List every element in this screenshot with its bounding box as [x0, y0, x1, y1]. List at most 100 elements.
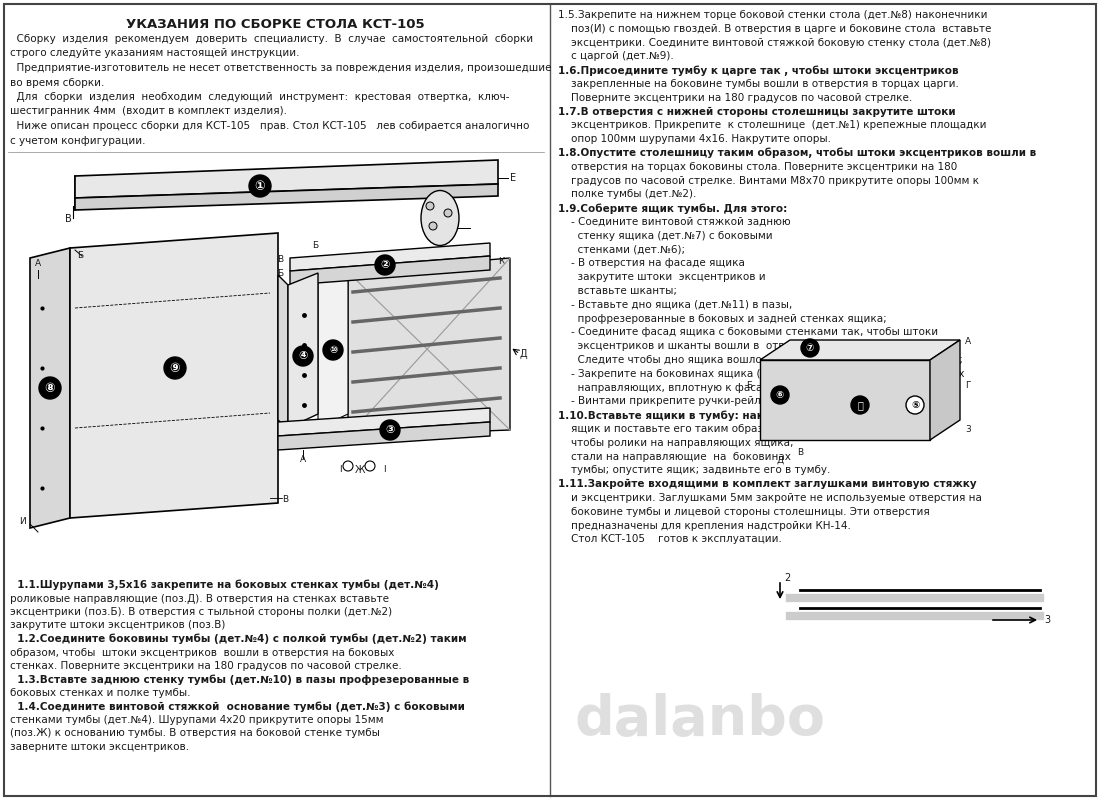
- Text: I: I: [339, 466, 341, 474]
- Text: Сборку  изделия  рекомендуем  доверить  специалисту.  В  случае  самостоятельной: Сборку изделия рекомендуем доверить спец…: [10, 34, 534, 44]
- Text: с царгой (дет.№9).: с царгой (дет.№9).: [558, 51, 673, 62]
- Ellipse shape: [421, 190, 459, 246]
- Text: ⑦: ⑦: [806, 343, 814, 353]
- Text: образом, чтобы  штоки эксцентриков  вошли в отверстия на боковых: образом, чтобы штоки эксцентриков вошли …: [10, 647, 395, 658]
- Text: заверните штоки эксцентриков.: заверните штоки эксцентриков.: [10, 742, 189, 752]
- Text: - Соедините винтовой стяжкой заднюю: - Соедините винтовой стяжкой заднюю: [558, 217, 791, 227]
- Text: ⑪: ⑪: [857, 400, 862, 410]
- Text: ④: ④: [298, 351, 308, 361]
- Text: 1.7.В отверстия с нижней стороны столешницы закрутите штоки: 1.7.В отверстия с нижней стороны столешн…: [558, 106, 956, 117]
- Polygon shape: [348, 258, 510, 436]
- Text: поз(И) с помощью гвоздей. В отверстия в царге и боковине стола  вставьте: поз(И) с помощью гвоздей. В отверстия в …: [558, 24, 991, 34]
- Text: профрезерованные в боковых и задней стенках ящика;: профрезерованные в боковых и задней стен…: [558, 314, 887, 324]
- Text: Д: Д: [520, 349, 528, 359]
- Text: предназначены для крепления надстройки КН-14.: предназначены для крепления надстройки К…: [558, 521, 851, 530]
- Text: градусов по часовой стрелке. Винтами М8х70 прикрутите опоры 100мм к: градусов по часовой стрелке. Винтами М8х…: [558, 176, 979, 186]
- Polygon shape: [278, 422, 490, 450]
- Text: К: К: [498, 258, 505, 266]
- Text: ①: ①: [255, 179, 265, 193]
- Text: 1.5.Закрепите на нижнем торце боковой стенки стола (дет.№8) наконечники: 1.5.Закрепите на нижнем торце боковой ст…: [558, 10, 988, 20]
- Text: - Вставьте дно ящика (дет.№11) в пазы,: - Вставьте дно ящика (дет.№11) в пазы,: [558, 300, 792, 310]
- Text: 3: 3: [1044, 615, 1050, 625]
- Text: полке тумбы (дет.№2).: полке тумбы (дет.№2).: [558, 190, 696, 199]
- Text: dalanbo: dalanbo: [574, 693, 825, 747]
- Polygon shape: [75, 184, 498, 210]
- Text: ③: ③: [385, 425, 395, 435]
- Text: направляющих, вплотную к фасаду, с помощью шурупов 3,5х16;: направляющих, вплотную к фасаду, с помощ…: [558, 382, 937, 393]
- Text: 1.4.Соедините винтовой стяжкой  основание тумбы (дет.№3) с боковыми: 1.4.Соедините винтовой стяжкой основание…: [10, 702, 465, 712]
- Text: Б: Б: [312, 242, 318, 250]
- Text: с учетом конфигурации.: с учетом конфигурации.: [10, 135, 145, 146]
- Text: эксцентрики. Соедините винтовой стяжкой боковую стенку стола (дет.№8): эксцентрики. Соедините винтовой стяжкой …: [558, 38, 991, 48]
- Text: роликовые направляющие (поз.Д). В отверстия на стенках вставьте: роликовые направляющие (поз.Д). В отверс…: [10, 594, 389, 603]
- Text: опор 100мм шурупами 4х16. Накрутите опоры.: опор 100мм шурупами 4х16. Накрутите опор…: [558, 134, 830, 144]
- Text: (поз.Ж) к основанию тумбы. В отверстия на боковой стенке тумбы: (поз.Ж) к основанию тумбы. В отверстия н…: [10, 729, 379, 738]
- Text: эксцентриков и шканты вошли в  отверстия на боковых стенках.: эксцентриков и шканты вошли в отверстия …: [558, 342, 939, 351]
- Circle shape: [365, 461, 375, 471]
- Polygon shape: [30, 248, 70, 528]
- Text: А: А: [35, 258, 41, 267]
- Text: 1.8.Опустите столешницу таким образом, чтобы штоки эксцентриков вошли в: 1.8.Опустите столешницу таким образом, ч…: [558, 148, 1036, 158]
- Text: Б: Б: [746, 381, 752, 390]
- Text: ⑤: ⑤: [911, 400, 920, 410]
- Text: закрепленные на боковине тумбы вошли в отверстия в торцах царги.: закрепленные на боковине тумбы вошли в о…: [558, 79, 959, 89]
- Text: закрутите штоки эксцентриков (поз.В): закрутите штоки эксцентриков (поз.В): [10, 621, 225, 630]
- Text: 1.11.Закройте входящими в комплект заглушками винтовую стяжку: 1.11.Закройте входящими в комплект заглу…: [558, 479, 977, 490]
- Text: боковине тумбы и лицевой стороны столешницы. Эти отверстия: боковине тумбы и лицевой стороны столешн…: [558, 507, 930, 517]
- Text: Б: Б: [277, 269, 283, 278]
- Circle shape: [164, 357, 186, 379]
- Text: В: В: [277, 254, 283, 263]
- Text: во время сборки.: во время сборки.: [10, 78, 104, 87]
- Polygon shape: [930, 340, 960, 440]
- Text: стенку ящика (дет.№7) с боковыми: стенку ящика (дет.№7) с боковыми: [558, 231, 772, 241]
- Text: УКАЗАНИЯ ПО СБОРКЕ СТОЛА КСТ-105: УКАЗАНИЯ ПО СБОРКЕ СТОЛА КСТ-105: [125, 18, 425, 31]
- Text: - Закрепите на боковинах ящика (дет.№ 6) ответные части  роликовых: - Закрепите на боковинах ящика (дет.№ 6)…: [558, 369, 965, 379]
- Text: 2: 2: [784, 573, 790, 583]
- Text: И: И: [19, 517, 25, 526]
- Circle shape: [426, 202, 434, 210]
- Text: и эксцентрики. Заглушками 5мм закройте не используемые отверстия на: и эксцентрики. Заглушками 5мм закройте н…: [558, 493, 982, 503]
- Circle shape: [429, 222, 437, 230]
- Polygon shape: [278, 408, 490, 436]
- Text: ⑨: ⑨: [169, 362, 180, 374]
- Text: эксцентрики (поз.Б). В отверстия с тыльной стороны полки (дет.№2): эксцентрики (поз.Б). В отверстия с тыльн…: [10, 607, 392, 617]
- Text: чтобы ролики на направляющих ящика,: чтобы ролики на направляющих ящика,: [558, 438, 793, 448]
- Text: стенках. Поверните эксцентрики на 180 градусов по часовой стрелке.: стенках. Поверните эксцентрики на 180 гр…: [10, 661, 401, 671]
- Text: тумбы; опустите ящик; задвиньте его в тумбу.: тумбы; опустите ящик; задвиньте его в ту…: [558, 466, 830, 475]
- Text: I: I: [383, 466, 385, 474]
- Circle shape: [801, 339, 820, 357]
- Text: В: В: [65, 214, 72, 224]
- Text: Е: Е: [510, 173, 516, 183]
- Text: Следите чтобы дно ящика вошло в паз профрезированный в фасаде;: Следите чтобы дно ящика вошло в паз проф…: [558, 355, 962, 365]
- Polygon shape: [288, 273, 318, 428]
- Text: 1.1.Шурупами 3,5х16 закрепите на боковых стенках тумбы (дет.№4): 1.1.Шурупами 3,5х16 закрепите на боковых…: [10, 580, 439, 590]
- Circle shape: [293, 346, 314, 366]
- Circle shape: [379, 420, 400, 440]
- Text: А: А: [300, 455, 306, 465]
- Text: ⑩: ⑩: [329, 345, 337, 355]
- Text: Предприятие-изготовитель не несет ответственность за повреждения изделия, произо: Предприятие-изготовитель не несет ответс…: [10, 63, 551, 73]
- Text: 1.9.Соберите ящик тумбы. Для этого:: 1.9.Соберите ящик тумбы. Для этого:: [558, 203, 788, 214]
- Text: Д: Д: [777, 456, 783, 465]
- Polygon shape: [278, 275, 288, 428]
- Text: Ж: Ж: [354, 465, 365, 475]
- Text: 1.6.Присоедините тумбу к царге так , чтобы штоки эксцентриков: 1.6.Присоедините тумбу к царге так , что…: [558, 66, 958, 76]
- Text: ⑧: ⑧: [45, 382, 55, 394]
- Text: В: В: [277, 295, 283, 305]
- Text: стенками (дет.№6);: стенками (дет.№6);: [558, 245, 685, 254]
- Text: Б: Б: [77, 251, 84, 261]
- Text: стали на направляющие  на  боковинах: стали на направляющие на боковинах: [558, 452, 791, 462]
- Circle shape: [375, 255, 395, 275]
- Text: стенками тумбы (дет.№4). Шурупами 4х20 прикрутите опоры 15мм: стенками тумбы (дет.№4). Шурупами 4х20 п…: [10, 715, 384, 725]
- Circle shape: [906, 396, 924, 414]
- Text: 1.3.Вставте заднюю стенку тумбы (дет.№10) в пазы профрезерованные в: 1.3.Вставте заднюю стенку тумбы (дет.№10…: [10, 674, 470, 685]
- Text: - Соедините фасад ящика с боковыми стенками так, чтобы штоки: - Соедините фасад ящика с боковыми стенк…: [558, 327, 938, 338]
- Polygon shape: [75, 160, 498, 198]
- Circle shape: [343, 461, 353, 471]
- Text: Для  сборки  изделия  необходим  следующий  инструмент:  крестовая  отвертка,  к: Для сборки изделия необходим следующий и…: [10, 92, 509, 102]
- Circle shape: [39, 377, 60, 399]
- Polygon shape: [290, 243, 490, 271]
- Circle shape: [444, 209, 452, 217]
- Text: 3: 3: [965, 426, 970, 434]
- Circle shape: [851, 396, 869, 414]
